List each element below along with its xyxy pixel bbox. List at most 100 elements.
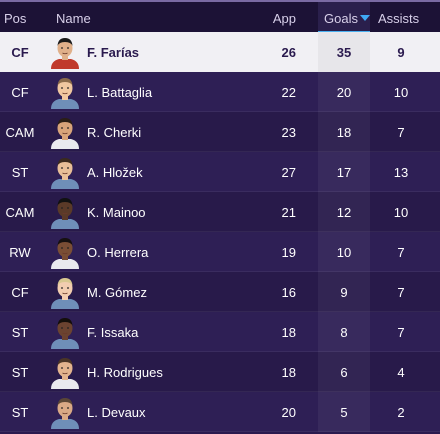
table-row[interactable]: CF M. Gómez 16 9 7 bbox=[0, 272, 440, 312]
player-avatar bbox=[51, 38, 79, 69]
player-avatar bbox=[51, 278, 79, 309]
position-cell: CAM bbox=[5, 205, 35, 220]
column-header-name[interactable]: Name bbox=[56, 11, 91, 26]
goals-cell: 9 bbox=[340, 285, 348, 300]
player-avatar bbox=[51, 158, 79, 189]
appearances-cell: 27 bbox=[281, 165, 296, 180]
appearances-cell: 23 bbox=[281, 125, 296, 140]
position-cell: RW bbox=[9, 245, 31, 260]
appearances-cell: 16 bbox=[281, 285, 296, 300]
position-cell: CF bbox=[11, 285, 29, 300]
player-avatar bbox=[51, 198, 79, 229]
table-row[interactable]: CF F. Farías 26 35 9 bbox=[0, 32, 440, 72]
position-cell: ST bbox=[11, 165, 29, 180]
position-cell: CF bbox=[11, 45, 29, 60]
table-row[interactable]: RW O. Herrera 19 10 7 bbox=[0, 232, 440, 272]
assists-cell: 7 bbox=[397, 285, 405, 300]
row-divider bbox=[0, 151, 440, 152]
position-cell: ST bbox=[11, 405, 29, 420]
assists-cell: 7 bbox=[397, 245, 405, 260]
top-border bbox=[0, 0, 440, 2]
goals-column-shade bbox=[318, 112, 370, 152]
assists-cell: 7 bbox=[397, 125, 405, 140]
goals-cell: 5 bbox=[340, 405, 348, 420]
position-cell: ST bbox=[11, 365, 29, 380]
goals-column-shade bbox=[318, 312, 370, 352]
position-cell: CAM bbox=[5, 125, 35, 140]
table-row[interactable]: CF L. Battaglia 22 20 10 bbox=[0, 72, 440, 112]
player-name-link[interactable]: O. Herrera bbox=[87, 245, 149, 260]
table-row[interactable]: CAM R. Cherki 23 18 7 bbox=[0, 112, 440, 152]
player-name-link[interactable]: F. Issaka bbox=[87, 325, 139, 340]
assists-cell: 2 bbox=[397, 405, 405, 420]
goals-column-shade bbox=[318, 72, 370, 112]
player-name-link[interactable]: F. Farías bbox=[87, 45, 140, 60]
player-avatar bbox=[51, 398, 79, 429]
goals-cell: 17 bbox=[336, 165, 352, 180]
goals-cell: 10 bbox=[336, 245, 352, 260]
goals-column-shade bbox=[318, 352, 370, 392]
goals-column-shade bbox=[318, 192, 370, 232]
assists-cell: 9 bbox=[397, 45, 405, 60]
player-name-link[interactable]: M. Gómez bbox=[87, 285, 147, 300]
table-header: Pos Name App Goals Assists bbox=[0, 2, 440, 33]
goals-cell: 12 bbox=[336, 205, 352, 220]
goals-column-shade bbox=[318, 152, 370, 192]
player-name-link[interactable]: H. Rodrigues bbox=[87, 365, 163, 380]
assists-cell: 13 bbox=[393, 165, 409, 180]
goals-column-shade bbox=[318, 272, 370, 312]
appearances-cell: 18 bbox=[281, 365, 296, 380]
column-header-pos[interactable]: Pos bbox=[4, 11, 27, 26]
appearances-cell: 19 bbox=[281, 245, 296, 260]
row-divider bbox=[0, 111, 440, 112]
goals-cell: 18 bbox=[336, 125, 352, 140]
column-header-assists[interactable]: Assists bbox=[378, 11, 420, 26]
row-divider bbox=[0, 431, 440, 432]
row-divider bbox=[0, 191, 440, 192]
player-avatar bbox=[51, 238, 79, 269]
goals-cell: 35 bbox=[336, 45, 352, 60]
assists-cell: 7 bbox=[397, 325, 405, 340]
table-row[interactable]: ST F. Issaka 18 8 7 bbox=[0, 312, 440, 352]
player-avatar bbox=[51, 78, 79, 109]
table-row[interactable]: CAM K. Mainoo 21 12 10 bbox=[0, 192, 440, 232]
player-name-link[interactable]: K. Mainoo bbox=[87, 205, 146, 220]
column-header-goals[interactable]: Goals bbox=[324, 11, 358, 26]
position-cell: CF bbox=[11, 85, 29, 100]
player-avatar bbox=[51, 358, 79, 389]
row-divider bbox=[0, 271, 440, 272]
goals-cell: 6 bbox=[340, 365, 348, 380]
appearances-cell: 20 bbox=[281, 405, 296, 420]
row-divider bbox=[0, 391, 440, 392]
goals-cell: 8 bbox=[340, 325, 348, 340]
table-row[interactable]: ST H. Rodrigues 18 6 4 bbox=[0, 352, 440, 392]
appearances-cell: 18 bbox=[281, 325, 296, 340]
assists-cell: 10 bbox=[393, 205, 409, 220]
row-divider bbox=[0, 71, 440, 72]
table-body: CF F. Farías 26 35 9 CF L. Battaglia 22 20 10 CAM R… bbox=[0, 32, 440, 432]
row-divider bbox=[0, 231, 440, 232]
player-avatar bbox=[51, 318, 79, 349]
appearances-cell: 22 bbox=[281, 85, 296, 100]
row-divider bbox=[0, 311, 440, 312]
assists-cell: 4 bbox=[397, 365, 405, 380]
appearances-cell: 21 bbox=[281, 205, 296, 220]
player-name-link[interactable]: A. Hložek bbox=[87, 165, 143, 180]
goals-column-shade bbox=[318, 232, 370, 272]
row-divider bbox=[0, 351, 440, 352]
appearances-cell: 26 bbox=[281, 45, 296, 60]
player-avatar bbox=[51, 118, 79, 149]
goals-column-shade bbox=[318, 32, 370, 72]
assists-cell: 10 bbox=[393, 85, 409, 100]
player-name-link[interactable]: R. Cherki bbox=[87, 125, 142, 140]
column-header-app[interactable]: App bbox=[272, 11, 296, 26]
player-name-link[interactable]: L. Devaux bbox=[87, 405, 146, 420]
position-cell: ST bbox=[11, 325, 29, 340]
goals-cell: 20 bbox=[336, 85, 352, 100]
sort-descending-icon bbox=[360, 15, 370, 21]
table-row[interactable]: ST L. Devaux 20 5 2 bbox=[0, 392, 440, 432]
goals-column-shade bbox=[318, 392, 370, 432]
player-name-link[interactable]: L. Battaglia bbox=[87, 85, 153, 100]
table-row[interactable]: ST A. Hložek 27 17 13 bbox=[0, 152, 440, 192]
